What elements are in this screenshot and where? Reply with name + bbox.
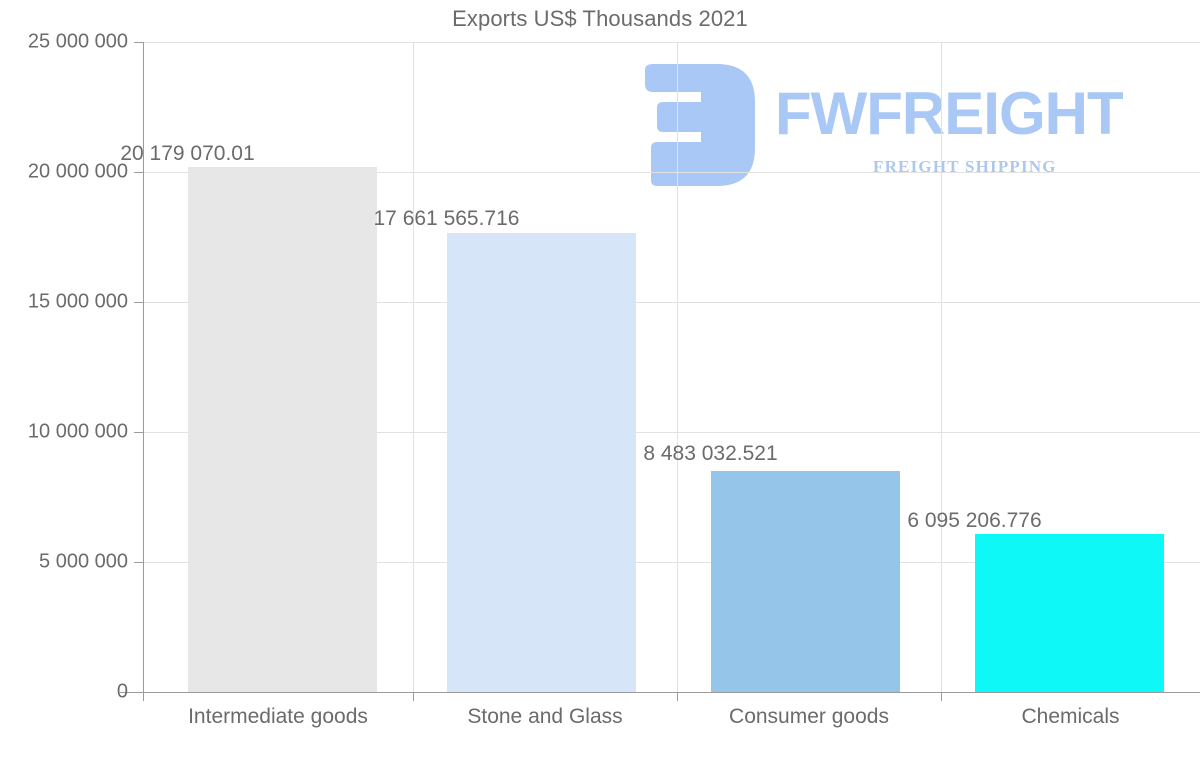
x-axis-label-intermediate-goods: Intermediate goods <box>188 705 368 728</box>
y-tick-mark-0 <box>134 692 143 693</box>
bar-stone-and-glass[interactable] <box>447 232 636 692</box>
bar-consumer-goods[interactable] <box>711 471 900 692</box>
gridline-category-1 <box>413 42 414 692</box>
x-axis-label-stone-and-glass: Stone and Glass <box>467 705 623 728</box>
y-axis-label-20m: 20 000 000 <box>27 160 128 183</box>
gridline-category-2 <box>677 42 678 692</box>
gridline-15m <box>143 302 1200 303</box>
bar-chemicals[interactable] <box>975 533 1164 692</box>
y-axis-label-5m: 5 000 000 <box>39 550 128 573</box>
bar-value-label-stone-and-glass: 17 661 565.716 <box>373 207 520 230</box>
x-tick-mark-3 <box>941 692 942 701</box>
gridline-category-3 <box>941 42 942 692</box>
y-tick-mark-25m <box>134 42 143 43</box>
bars-layer <box>143 42 1200 692</box>
bar-value-label-consumer-goods: 8 483 032.521 <box>643 442 778 465</box>
y-axis-label-0: 0 <box>116 680 128 703</box>
gridline-10m <box>143 432 1200 433</box>
bar-value-label-intermediate-goods: 20 179 070.01 <box>120 142 255 165</box>
y-tick-mark-5m <box>134 562 143 563</box>
y-tick-mark-15m <box>134 302 143 303</box>
y-axis-label-25m: 25 000 000 <box>27 30 128 53</box>
gridline-25m <box>143 42 1200 43</box>
y-axis-label-10m: 10 000 000 <box>27 420 128 443</box>
y-tick-mark-20m <box>134 172 143 173</box>
plot-area <box>143 42 1200 692</box>
bar-value-label-chemicals: 6 095 206.776 <box>907 509 1042 532</box>
bar-intermediate-goods[interactable] <box>188 167 377 692</box>
gridline-5m <box>143 562 1200 563</box>
y-axis-label-15m: 15 000 000 <box>27 290 128 313</box>
x-axis-line <box>120 692 1200 693</box>
x-axis-label-chemicals: Chemicals <box>1021 705 1120 728</box>
y-tick-mark-10m <box>134 432 143 433</box>
x-tick-mark-2 <box>677 692 678 701</box>
chart-title: Exports US$ Thousands 2021 <box>452 6 748 31</box>
x-tick-mark-0 <box>143 692 144 701</box>
x-tick-mark-1 <box>413 692 414 701</box>
y-axis-line <box>143 42 144 692</box>
x-axis-label-consumer-goods: Consumer goods <box>729 705 889 728</box>
gridline-20m <box>143 172 1200 173</box>
